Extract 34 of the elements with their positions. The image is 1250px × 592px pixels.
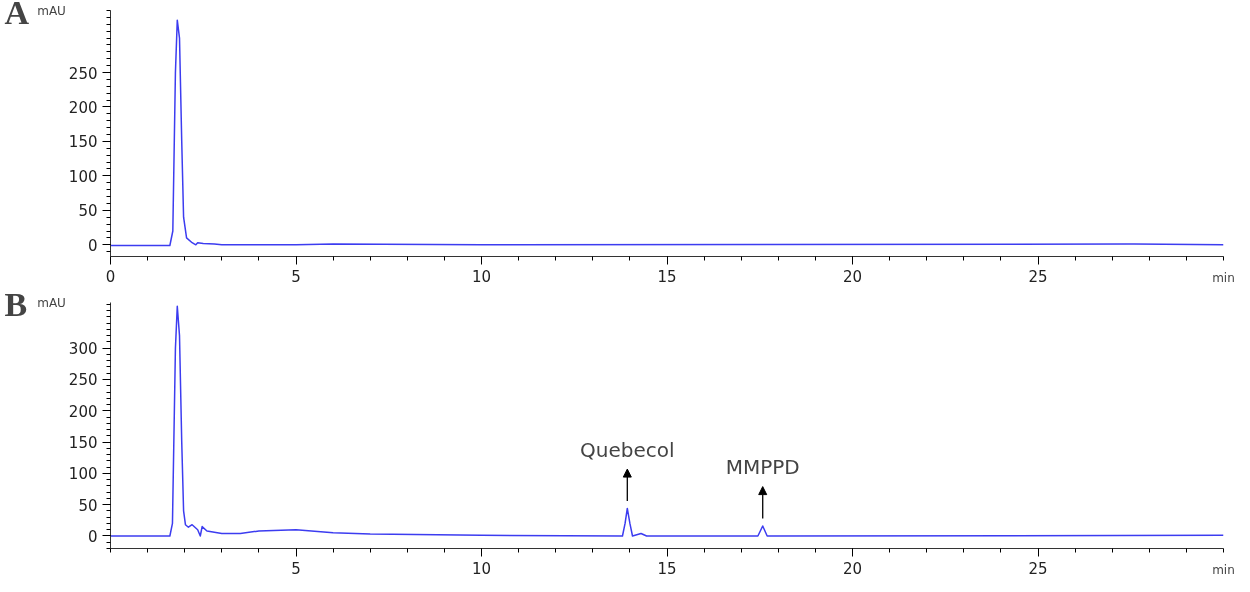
x-tick-label: 25	[1028, 559, 1048, 578]
x-tick-label: 10	[471, 267, 492, 286]
x-tick-label: 5	[291, 559, 301, 578]
y-tick-label: 150	[68, 133, 98, 152]
y-tick-label: 50	[78, 202, 98, 221]
x-tick-label: 20	[842, 267, 863, 286]
x-tick-label: 0	[105, 267, 116, 286]
x-tick-label: 15	[657, 267, 677, 286]
y-tick-label: 250	[68, 371, 98, 390]
annotation: MMPPD	[725, 455, 800, 480]
y-tick-label: 0	[87, 527, 98, 546]
x-tick-label: 10	[471, 559, 492, 578]
y-tick-label: 50	[78, 496, 98, 515]
chart-title: A	[4, 0, 30, 31]
x-tick-label: 20	[842, 559, 863, 578]
y-tick-label: 300	[68, 340, 98, 359]
y-tick-label: 0	[87, 236, 98, 255]
y-tick-label: 200	[68, 98, 98, 117]
y-tick-label: 100	[68, 465, 98, 484]
line-series	[110, 19, 1224, 247]
y-tick-label: 250	[68, 64, 98, 83]
y-tick-label: 150	[68, 434, 98, 453]
y-axis-title: mAU	[37, 295, 66, 310]
x-tick-label: 25	[1028, 267, 1048, 286]
annotation: Quebecol	[580, 437, 675, 462]
x-tick-label: 15	[657, 559, 677, 578]
line-series	[110, 305, 1224, 537]
x-tick-label: 5	[291, 267, 301, 286]
x-axis-title: min	[1212, 270, 1235, 285]
chart-title: B	[4, 285, 28, 323]
y-tick-label: 200	[68, 402, 98, 421]
y-axis-title: mAU	[37, 3, 66, 18]
x-axis-title: min	[1212, 562, 1235, 577]
y-tick-label: 100	[68, 167, 98, 186]
